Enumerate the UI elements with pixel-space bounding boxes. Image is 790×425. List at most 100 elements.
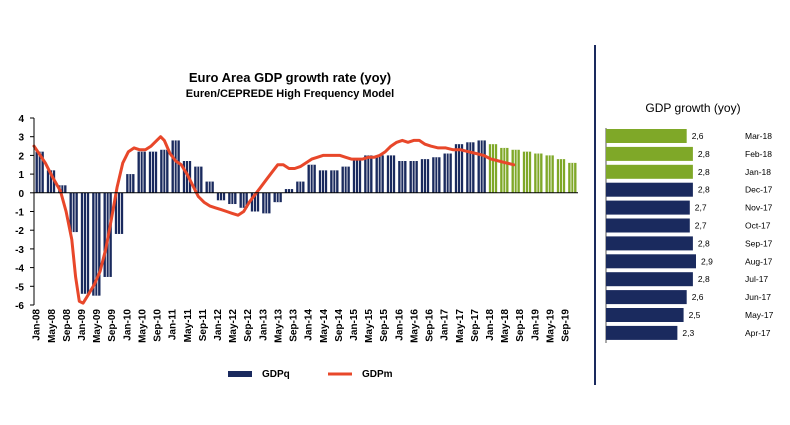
x-tick-label: May-18 <box>500 309 511 343</box>
x-tick-label: May-15 <box>364 309 375 343</box>
bar <box>500 147 509 193</box>
monthly-bars: 2,6 Mar-18 2,8 Feb-18 2,8 Jan-18 2,8 Dec-17 2,7 N… <box>606 129 774 340</box>
monthly-value-label: 2,7 <box>695 221 707 231</box>
x-tick-label: Jan-18 <box>485 309 496 341</box>
monthly-chart-title: GDP growth (yoy) <box>645 101 740 115</box>
monthly-bar <box>606 325 678 340</box>
bar <box>250 192 260 212</box>
monthly-value-label: 2,7 <box>695 203 707 213</box>
bar <box>171 140 180 193</box>
bar <box>239 192 248 208</box>
bar <box>454 144 464 193</box>
bar <box>126 174 135 193</box>
monthly-bar <box>606 200 690 215</box>
x-tick-label: May-14 <box>319 309 330 343</box>
bar <box>296 181 305 193</box>
y-tick-label: 3 <box>18 133 24 144</box>
monthly-bar <box>606 182 693 197</box>
monthly-bar <box>606 129 687 143</box>
bar <box>262 192 271 214</box>
bar <box>160 149 169 193</box>
x-tick-label: Jan-14 <box>304 309 315 341</box>
monthly-category-label: Nov-17 <box>745 203 773 213</box>
bar <box>545 155 554 193</box>
x-tick-label: Jan-15 <box>349 309 360 341</box>
y-tick-label: -5 <box>15 282 24 293</box>
x-tick-label: May-09 <box>92 309 103 343</box>
x-tick-label: Sep-18 <box>515 309 526 342</box>
bar <box>35 151 44 193</box>
bar <box>58 185 67 193</box>
x-tick-label: Sep-16 <box>425 309 436 342</box>
axes: 4 3 2 1 0 -1 -2 -3 -4 -5 -6 Jan-08 May-08 Sep-08 Jan-0… <box>15 114 578 343</box>
monthly-category-label: Jan-18 <box>745 167 771 177</box>
monthly-bar <box>606 254 696 269</box>
x-tick-label: May-16 <box>409 309 420 343</box>
bar <box>228 192 237 205</box>
bar <box>466 142 475 193</box>
monthly-category-label: Jun-17 <box>745 292 771 302</box>
x-tick-label: Jan-08 <box>32 309 43 341</box>
x-tick-label: May-19 <box>545 309 556 343</box>
bar <box>488 144 498 193</box>
monthly-value-label: 2,8 <box>698 149 710 159</box>
x-tick-label: May-10 <box>137 309 148 343</box>
bar <box>477 140 486 193</box>
bar <box>432 157 441 193</box>
x-tick-label: May-17 <box>455 309 466 343</box>
chart-title: Euro Area GDP growth rate (yoy) <box>189 70 391 85</box>
y-tick-label: 0 <box>18 189 24 200</box>
y-tick-label: -1 <box>15 208 24 219</box>
monthly-value-label: 2,6 <box>692 292 704 302</box>
bar <box>556 159 566 193</box>
monthly-value-label: 2,6 <box>692 131 704 141</box>
monthly-category-label: Dec-17 <box>745 185 773 195</box>
bar <box>534 153 543 193</box>
y-tick-label: -4 <box>15 264 24 275</box>
x-tick-label: Sep-11 <box>198 309 209 342</box>
gdp-monthly-panel: GDP growth (yoy) 2,6 Mar-18 2,8 Feb-18 2,8 Ja… <box>597 0 790 420</box>
bar <box>352 159 362 193</box>
x-tick-label: Sep-17 <box>470 309 481 342</box>
monthly-category-label: Feb-18 <box>745 149 772 159</box>
x-tick-label: Jan-13 <box>258 309 269 341</box>
legend-swatch-gdpq <box>228 371 252 377</box>
monthly-value-label: 2,9 <box>701 256 713 266</box>
bar <box>420 159 430 193</box>
x-tick-label: Jan-11 <box>168 309 179 341</box>
x-tick-label: Jan-16 <box>394 309 405 341</box>
y-tick-label: -2 <box>15 226 24 237</box>
monthly-value-label: 2,8 <box>698 238 710 248</box>
x-tick-label: Sep-15 <box>379 309 390 342</box>
bar <box>205 181 214 193</box>
bar <box>284 189 294 193</box>
monthly-category-label: Aug-17 <box>745 256 773 266</box>
monthly-value-label: 2,5 <box>689 310 701 320</box>
x-tick-label: Sep-13 <box>289 309 300 342</box>
x-tick-label: May-11 <box>183 309 194 343</box>
legend-label-gdpq: GDPq <box>262 369 290 380</box>
y-tick-label: 4 <box>18 114 24 125</box>
monthly-value-label: 2,8 <box>698 167 710 177</box>
monthly-category-label: May-17 <box>745 310 774 320</box>
monthly-category-label: Sep-17 <box>745 238 773 248</box>
monthly-bar <box>606 218 690 233</box>
line-series-gdpm <box>32 135 516 305</box>
monthly-bar <box>606 146 693 161</box>
bar <box>137 151 146 193</box>
x-tick-label: Jan-19 <box>530 309 541 341</box>
y-tick-label: -6 <box>15 301 24 312</box>
y-tick-label: 2 <box>18 151 24 162</box>
monthly-value-label: 2,8 <box>698 274 710 284</box>
monthly-bar <box>606 272 693 287</box>
x-tick-label: Sep-10 <box>153 309 164 342</box>
monthly-category-label: Jul-17 <box>745 274 768 284</box>
monthly-bar <box>606 290 687 305</box>
monthly-value-label: 2,3 <box>682 328 694 338</box>
legend-label-gdpm: GDPm <box>362 369 393 380</box>
bar <box>318 170 328 193</box>
x-tick-label: Jan-12 <box>213 309 224 341</box>
x-tick-label: Sep-14 <box>334 309 345 342</box>
monthly-bar <box>606 164 693 179</box>
bar <box>330 170 339 193</box>
